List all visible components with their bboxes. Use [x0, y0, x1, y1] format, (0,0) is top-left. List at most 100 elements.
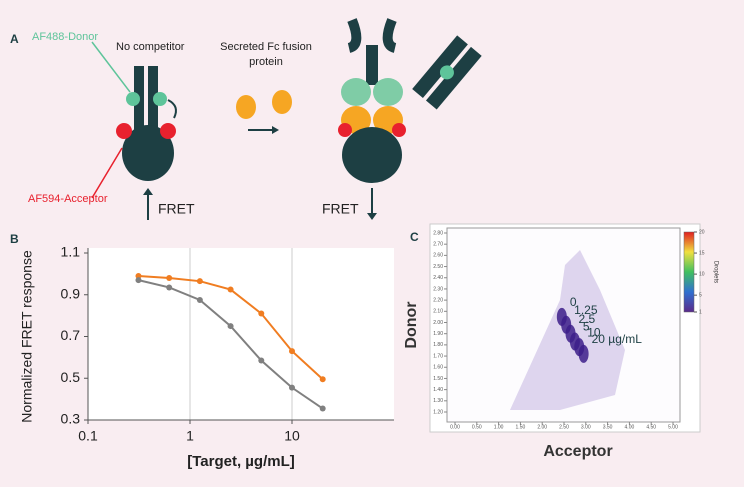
- x-axis-label: [Target, µg/mL]: [187, 453, 295, 470]
- cluster-label: 10: [587, 325, 601, 339]
- panel-label: C: [410, 230, 419, 244]
- y-tick-label: 1.1: [61, 244, 81, 260]
- colorbar-tick-label: 15: [699, 250, 705, 256]
- acceptor-star: [338, 123, 352, 137]
- colorbar: [683, 231, 695, 313]
- colorbar-tick-label: 5: [699, 292, 702, 298]
- cluster-label: 5: [583, 320, 590, 334]
- data-point: [196, 296, 203, 303]
- acceptor-star: [116, 123, 132, 139]
- donor-star: [439, 65, 454, 80]
- free-antibody: [412, 35, 482, 110]
- antibody-hinge: [366, 45, 378, 85]
- y-tick-label: 0.7: [61, 327, 81, 343]
- data-point: [319, 405, 326, 412]
- data-point: [258, 310, 265, 317]
- x-tick-label: 3.50: [603, 424, 613, 430]
- acceptor-label: AF594-Acceptor: [28, 193, 108, 205]
- condition-label: No competitor: [116, 41, 185, 53]
- y-tick-label: 1.90: [433, 331, 443, 337]
- x-tick-label: 4.50: [646, 424, 656, 430]
- pointer: [91, 147, 123, 199]
- data-point: [166, 275, 173, 282]
- antibody-body: [342, 127, 402, 183]
- data-point: [135, 272, 142, 279]
- y-tick-label: 2.50: [433, 264, 443, 270]
- antibody-arm: [148, 66, 158, 138]
- arrow: [167, 99, 177, 119]
- data-point: [227, 286, 234, 293]
- y-tick-label: 1.50: [433, 376, 443, 382]
- y-tick-label: 1.30: [433, 398, 443, 404]
- panel-label: A: [10, 32, 19, 46]
- fusion-protein: [272, 90, 292, 114]
- data-point: [319, 376, 326, 383]
- colorbar-tick-label: 1: [699, 309, 702, 315]
- x-tick-label: 5.00: [668, 424, 678, 430]
- x-tick-label: 1.00: [494, 424, 504, 430]
- y-axis-label: Normalized FRET response: [19, 250, 35, 423]
- x-tick-label: 1: [186, 428, 194, 444]
- x-tick-label: 2.00: [537, 424, 547, 430]
- fusion-protein: [236, 95, 256, 119]
- fret-label: FRET: [158, 201, 195, 217]
- y-tick-label: 1.80: [433, 342, 443, 348]
- arrow-head: [272, 126, 279, 134]
- data-point: [227, 323, 234, 330]
- diagram: [91, 18, 482, 220]
- antibody-arm: [425, 46, 482, 110]
- x-tick-label: 3.00: [581, 424, 591, 430]
- x-tick-label: 4.00: [625, 424, 635, 430]
- data-point: [289, 348, 295, 355]
- y-tick-label: 2.70: [433, 242, 443, 248]
- y-tick-label: 1.70: [433, 353, 443, 359]
- y-tick-label: 2.00: [433, 320, 443, 326]
- y-tick-label: 2.80: [433, 230, 443, 236]
- y-tick-label: 1.60: [433, 365, 443, 371]
- data-point: [196, 278, 203, 285]
- y-tick-label: 1.40: [433, 387, 443, 393]
- y-tick-label: 2.40: [433, 275, 443, 281]
- y-tick-label: 2.30: [433, 286, 443, 292]
- y-tick-label: 1.20: [433, 409, 443, 415]
- data-point: [258, 357, 265, 364]
- acceptor-star: [160, 123, 176, 139]
- x-tick-label: 1.50: [516, 424, 526, 430]
- colorbar-label: Droplets: [712, 261, 718, 283]
- y-tick-label: 2.10: [433, 309, 443, 315]
- y-tick-label: 2.20: [433, 297, 443, 303]
- x-axis-label: Acceptor: [543, 443, 612, 460]
- arrow-head: [367, 213, 377, 220]
- x-tick-label: 0.00: [450, 424, 460, 430]
- x-tick-label: 0.1: [78, 428, 98, 444]
- colorbar-tick-label: 20: [699, 229, 705, 235]
- y-tick-label: 0.3: [61, 411, 81, 427]
- data-point: [289, 384, 295, 391]
- acceptor-star: [392, 123, 406, 137]
- data-point: [135, 277, 142, 284]
- protein-label: Secreted Fc fusion: [220, 41, 312, 53]
- x-tick-label: 0.50: [472, 424, 482, 430]
- data-point: [166, 284, 173, 291]
- colorbar-tick-label: 10: [699, 271, 705, 277]
- cluster-label: 20 µg/mL: [592, 332, 643, 346]
- cluster-label: 1.25: [574, 303, 598, 317]
- panel-label: B: [10, 232, 19, 246]
- y-axis-label: Donor: [403, 301, 420, 348]
- cluster-label: 0: [570, 295, 577, 309]
- pointer: [91, 41, 131, 93]
- antibody-body: [122, 125, 174, 181]
- plot-area: [88, 248, 394, 420]
- arrow-head: [143, 188, 153, 195]
- x-tick-label: 2.50: [559, 424, 569, 430]
- donor-label: AF488-Donor: [32, 31, 98, 43]
- y-tick-label: 0.9: [61, 285, 81, 301]
- donor-domain: [373, 78, 403, 106]
- antibody-arm: [412, 35, 468, 98]
- antibody-arms: [347, 18, 397, 53]
- protein-label: protein: [249, 56, 283, 68]
- donor-domain: [341, 78, 371, 106]
- cluster-point: [578, 344, 589, 363]
- fret-label: FRET: [322, 201, 359, 217]
